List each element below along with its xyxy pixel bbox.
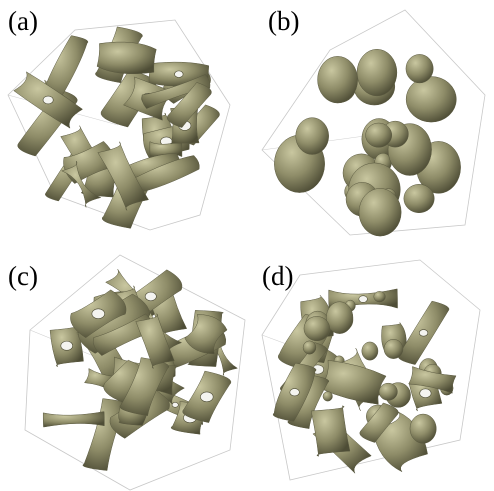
panel-c	[25, 255, 245, 490]
figure: (a) (b) (c) (d)	[0, 0, 494, 491]
isosurface-blob	[296, 118, 329, 155]
surface-hole	[359, 296, 368, 303]
isosurface-blob	[366, 123, 392, 147]
surface-hole	[145, 292, 156, 301]
isosurface-blob	[362, 342, 378, 360]
isosurface-blob	[374, 291, 386, 302]
surface-hole	[420, 389, 431, 398]
surface-hole	[200, 392, 213, 402]
surface-hole	[172, 402, 178, 407]
panel-d	[262, 260, 480, 480]
isosurface-blob	[304, 316, 330, 340]
isosurface-blob	[379, 383, 397, 400]
panel-label: (a)	[8, 6, 38, 36]
isosurface-blob	[406, 77, 456, 123]
surface-hole	[61, 341, 73, 350]
panel-a	[8, 20, 230, 230]
panel-b	[262, 10, 485, 236]
surface-hole	[43, 96, 53, 104]
isosurface-blob	[406, 54, 433, 83]
isosurface-blob	[323, 392, 332, 402]
isosurface-blob	[318, 56, 358, 103]
surface-hole	[419, 330, 428, 337]
isosurface-blob	[357, 49, 397, 96]
isosurface-tube	[43, 412, 104, 427]
panel-label: (c)	[8, 261, 38, 291]
surface-hole	[92, 309, 105, 319]
isosurface-blob	[303, 341, 316, 354]
isosurface-tube	[311, 406, 350, 456]
surface-hole	[175, 71, 184, 78]
isosurface-blob	[326, 302, 353, 334]
isosurface-blob	[359, 188, 401, 236]
panel-label: (d)	[262, 261, 293, 291]
isosurface-blob	[384, 339, 403, 358]
isosurface-blob	[410, 414, 436, 443]
surface-hole	[290, 389, 300, 396]
isosurface-tube	[97, 42, 156, 74]
isosurface-blob	[404, 184, 434, 212]
panel-label: (b)	[268, 6, 299, 36]
